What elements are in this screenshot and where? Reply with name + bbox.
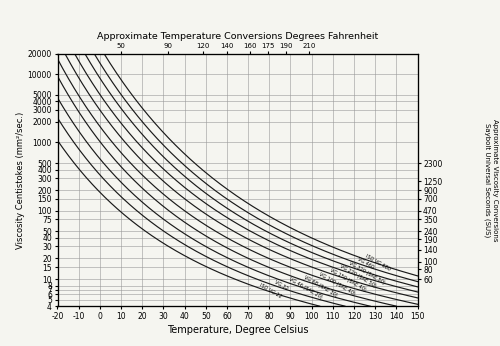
Text: VG 320 (SAE 50): VG 320 (SAE 50)	[348, 260, 386, 285]
Text: VG 46 (SAE 20): VG 46 (SAE 20)	[288, 277, 324, 300]
Text: VG 150 (SAE 40): VG 150 (SAE 40)	[328, 267, 366, 292]
Y-axis label: Viscosity Centistokes (mm²/sec.): Viscosity Centistokes (mm²/sec.)	[16, 111, 25, 248]
X-axis label: Temperature, Degree Celsius: Temperature, Degree Celsius	[167, 325, 308, 335]
X-axis label: Approximate Temperature Conversions Degrees Fahrenheit: Approximate Temperature Conversions Degr…	[97, 32, 378, 41]
Text: ISO VG 22: ISO VG 22	[258, 282, 282, 299]
Text: ISO VG 680: ISO VG 680	[364, 253, 391, 272]
Text: VG 100 (SAE 40): VG 100 (SAE 40)	[318, 272, 356, 296]
Text: VG 68 (SAE 30): VG 68 (SAE 30)	[303, 274, 338, 298]
Text: VG 32: VG 32	[274, 280, 289, 291]
Y-axis label: Approximate Viscosity Conversions
Saybolt Universal Seconds (SUS): Approximate Viscosity Conversions Saybol…	[484, 119, 498, 241]
Text: VG 220 (SAE 50): VG 220 (SAE 50)	[339, 264, 377, 288]
Text: VG 460: VG 460	[356, 257, 374, 270]
